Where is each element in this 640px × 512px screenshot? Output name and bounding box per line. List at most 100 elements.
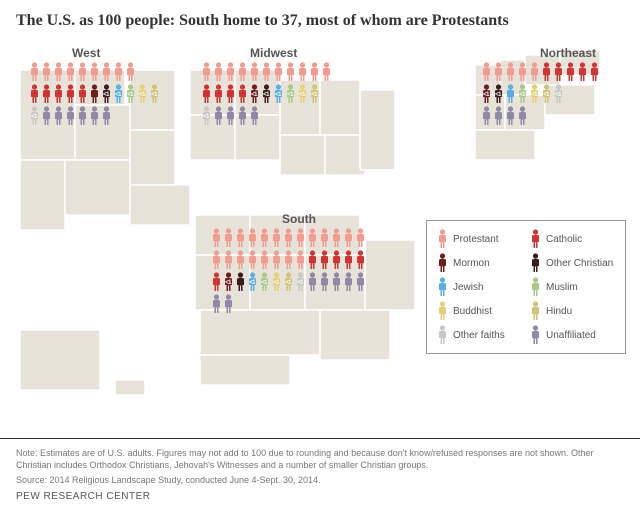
title: The U.S. as 100 people: South home to 37… [0,0,640,36]
fraction-label: <1 [283,280,294,286]
person-icon [77,62,88,82]
people-row: <1<1<1<1<1 [28,84,178,105]
person-icon [41,106,52,126]
person-icon [481,106,492,126]
person-icon [355,250,366,270]
people-row [28,62,178,83]
person-icon: <1 [297,84,308,104]
person-icon [530,229,541,249]
fraction-label: <1 [249,92,260,98]
fraction-label: <1 [247,280,258,286]
person-icon [213,62,224,82]
note-text: Note: Estimates are of U.S. adults. Figu… [16,447,624,471]
person-icon [355,228,366,248]
legend-label: Hindu [546,306,572,317]
people-row: <1<1<1<1<1<1 [200,84,370,105]
person-icon [201,84,212,104]
people-row [210,250,400,271]
person-icon [530,301,541,321]
person-icon [437,301,448,321]
person-icon [237,106,248,126]
region-label-south: South [282,212,316,226]
person-icon [319,272,330,292]
person-icon [259,250,270,270]
person-icon: <1 [29,106,40,126]
fraction-label: <1 [541,92,552,98]
person-icon: <1 [201,106,212,126]
person-icon [343,272,354,292]
legend-label: Mormon [453,258,490,269]
person-icon [271,250,282,270]
fraction-label: <1 [29,114,40,120]
person-icon [295,228,306,248]
person-icon [541,62,552,82]
fraction-label: <1 [137,92,148,98]
legend-item: Other faiths [437,325,522,345]
person-icon [213,106,224,126]
person-icon [307,272,318,292]
person-icon [225,84,236,104]
person-icon [237,84,248,104]
person-icon [29,84,40,104]
person-icon [297,62,308,82]
person-icon [29,62,40,82]
person-icon: <1 [295,272,306,292]
fraction-label: <1 [309,92,320,98]
fraction-label: <1 [517,92,528,98]
person-icon [437,229,448,249]
person-icon [201,62,212,82]
person-icon [437,277,448,297]
fraction-label: <1 [481,92,492,98]
person-icon: <1 [481,84,492,104]
person-icon [77,106,88,126]
person-icon [283,250,294,270]
fraction-label: <1 [201,114,212,120]
person-icon [319,228,330,248]
person-icon [481,62,492,82]
person-icon [211,294,222,314]
person-icon [295,250,306,270]
person-icon [505,62,516,82]
person-icon [249,106,260,126]
people-row: <1 [200,106,370,127]
person-icon [307,228,318,248]
person-icon [271,228,282,248]
fraction-label: <1 [553,92,564,98]
region-label-west: West [72,46,100,60]
person-icon [331,250,342,270]
person-icon: <1 [113,84,124,104]
legend-item: Hindu [530,301,615,321]
person-icon [65,106,76,126]
person-icon: <1 [309,84,320,104]
person-icon [331,272,342,292]
people-row [200,62,370,83]
person-icon [89,62,100,82]
person-icon [53,62,64,82]
person-icon [273,62,284,82]
legend-label: Other Christian [546,258,613,269]
fraction-label: <1 [149,92,160,98]
person-icon: <1 [125,84,136,104]
person-icon [41,84,52,104]
person-icon: <1 [285,84,296,104]
legend-label: Buddhist [453,306,492,317]
person-icon [309,62,320,82]
brand-text: PEW RESEARCH CENTER [16,491,624,502]
legend-label: Muslim [546,282,578,293]
fraction-label: <1 [101,92,112,98]
person-icon: <1 [273,84,284,104]
legend-label: Protestant [453,234,499,245]
person-icon [235,272,246,292]
person-icon: <1 [223,272,234,292]
person-icon [89,106,100,126]
fraction-label: <1 [271,280,282,286]
person-icon [530,277,541,297]
source-text: Source: 2014 Religious Landscape Study, … [16,475,624,485]
legend-box: ProtestantCatholicMormonOther ChristianJ… [426,220,626,354]
person-icon: <1 [271,272,282,292]
person-icon [65,62,76,82]
person-icon [321,62,332,82]
infographic-container: The U.S. as 100 people: South home to 37… [0,0,640,512]
person-icon [307,250,318,270]
person-icon [89,84,100,104]
